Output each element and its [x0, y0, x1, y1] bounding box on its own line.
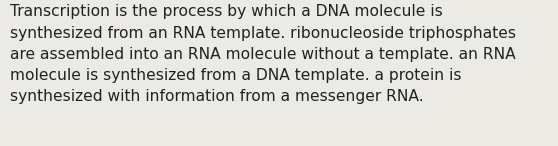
Text: Transcription is the process by which a DNA molecule is
synthesized from an RNA : Transcription is the process by which a … [10, 4, 516, 104]
